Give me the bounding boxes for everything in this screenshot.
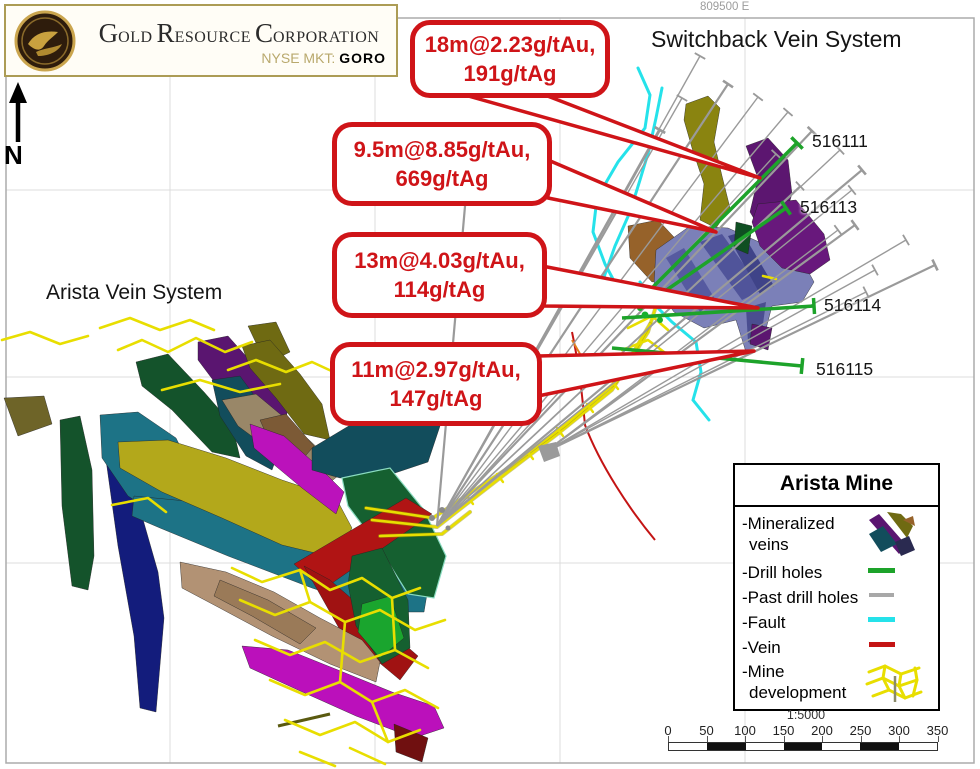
map-frame <box>5 17 975 764</box>
legend: Arista Mine -Mineralized veins -Drill hol… <box>733 463 940 711</box>
drill-hole-label: 516114 <box>824 295 882 315</box>
scale-tick: 50 <box>699 723 714 738</box>
drill-hole-label: 516113 <box>800 197 858 217</box>
drill-holes-swatch <box>868 568 895 573</box>
legend-item-drill-holes: -Drill holes <box>742 563 823 582</box>
legend-divider <box>735 505 938 507</box>
drill-holes <box>611 136 817 375</box>
switchback-system-label: Switchback Vein System <box>651 26 902 52</box>
north-arrow-icon <box>9 82 27 142</box>
coin-logo-icon <box>14 10 76 72</box>
legend-title: Arista Mine <box>779 472 894 495</box>
drill-result-callout-1: 18m@2.23g/tAu, 191g/tAg <box>410 20 610 98</box>
scale-tick: 100 <box>734 723 756 738</box>
drill-result-callout-2: 9.5m@8.85g/tAu, 669g/tAg <box>332 122 552 206</box>
mine-development-swatch-icon <box>865 664 923 702</box>
scale-ratio-label: 1:5000 <box>786 708 826 722</box>
arista-system-label: Arista Vein System <box>46 281 223 304</box>
easting-coordinate-label: 809500 E <box>700 1 750 13</box>
scale-tick: 250 <box>849 723 872 738</box>
brand-name: GOLD RESOURCE CORPORATION <box>98 18 380 48</box>
legend-item-mineralized-veins: -Mineralized veins <box>742 514 835 554</box>
drill-result-callout-4: 11m@2.97g/tAu, 147g/tAg <box>330 342 542 426</box>
scale-bar: 1:5000 0 50 100 150 200 250 300 350 <box>656 706 956 764</box>
scale-tick: 300 <box>888 723 910 738</box>
north-label: N <box>4 140 23 170</box>
fault-swatch <box>868 617 895 622</box>
legend-item-vein: -Vein <box>742 638 781 657</box>
legend-item-mine-development: -Mine development <box>742 662 847 702</box>
past-drill-holes-swatch <box>869 593 894 597</box>
drill-collar <box>538 442 560 462</box>
scale-strip <box>668 742 938 751</box>
scale-tick: 200 <box>811 723 833 738</box>
drill-hole-label: 516111 <box>812 131 868 151</box>
legend-item-fault: -Fault <box>742 613 786 632</box>
scale-tick: 350 <box>926 723 949 738</box>
vein-swatch <box>869 642 895 647</box>
mineralized-veins-swatch-icon <box>869 512 915 556</box>
scale-tick: 150 <box>772 723 795 738</box>
legend-item-past-drill-holes: -Past drill holes <box>742 588 859 607</box>
drill-result-callout-3: 13m@4.03g/tAu, 114g/tAg <box>332 232 547 318</box>
company-logo: GOLD RESOURCE CORPORATION NYSE MKT: GORO <box>4 4 398 77</box>
scale-tick: 0 <box>664 723 672 738</box>
drill-hole-label: 516115 <box>816 359 874 379</box>
ticker-line: NYSE MKT: GORO <box>261 50 386 66</box>
